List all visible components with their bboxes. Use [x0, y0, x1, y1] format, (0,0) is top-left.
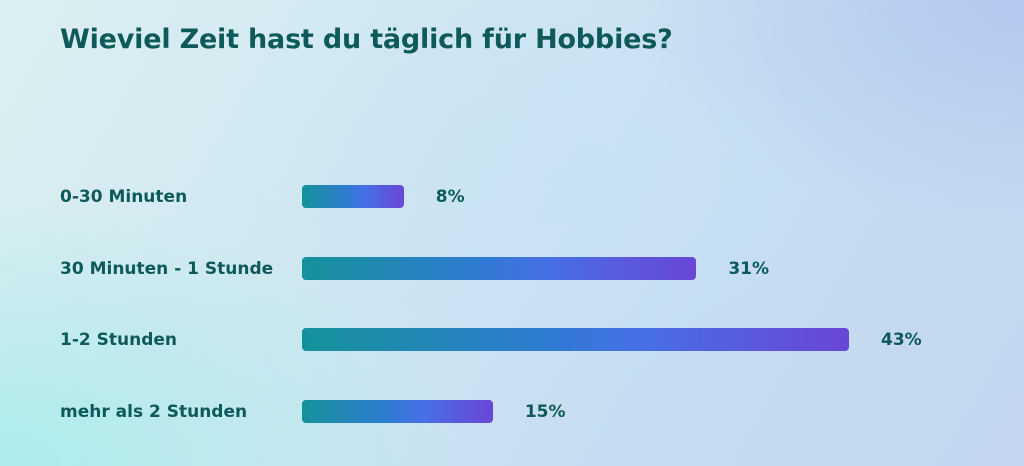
- value-label: 43%: [881, 330, 922, 350]
- bar: [302, 185, 404, 208]
- category-label: 0-30 Minuten: [60, 187, 188, 207]
- bar-row: 0-30 Minuten 8%: [0, 185, 1024, 209]
- value-label: 15%: [524, 401, 566, 422]
- category-label: 1-2 Stunden: [60, 330, 178, 350]
- category-label: mehr als 2 Stunden: [60, 401, 248, 422]
- bar-row: 30 Minuten - 1 Stunde 31%: [0, 256, 1024, 281]
- bar-row: 1-2 Stunden 43%: [0, 328, 1024, 352]
- bar: [302, 256, 697, 280]
- category-label: 30 Minuten - 1 Stunde: [60, 258, 274, 279]
- chart-title: Wieviel Zeit hast du täglich für Hobbies…: [60, 24, 673, 55]
- bar: [302, 328, 849, 351]
- value-label: 31%: [728, 258, 770, 279]
- bar-row: mehr als 2 Stunden 15%: [0, 399, 1024, 424]
- value-label: 8%: [435, 187, 465, 207]
- bar: [302, 399, 493, 423]
